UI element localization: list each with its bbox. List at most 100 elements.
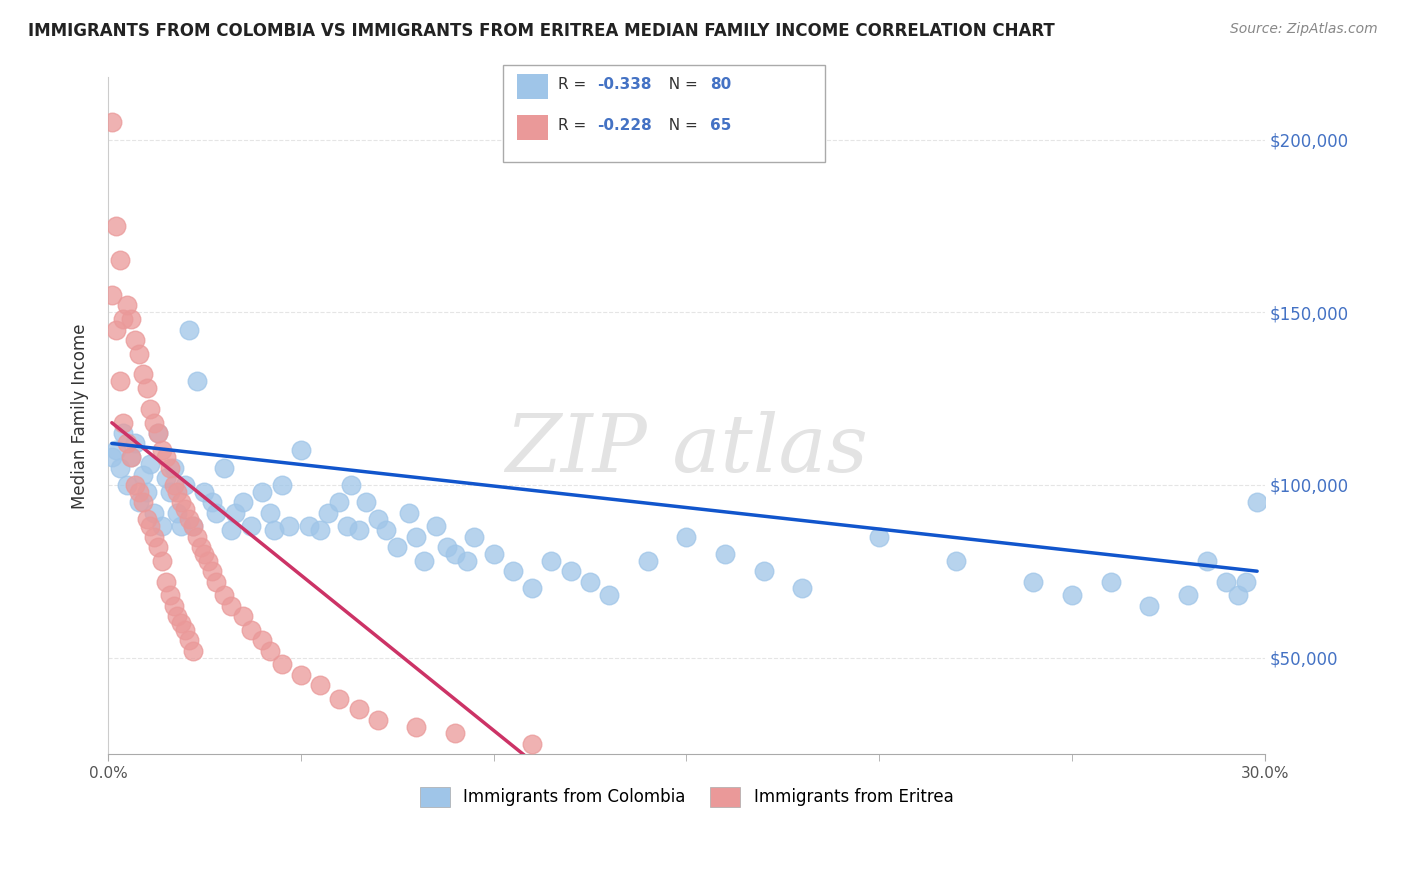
- Point: [328, 692, 350, 706]
- Point: [201, 495, 224, 509]
- Point: [159, 588, 181, 602]
- Point: [117, 478, 139, 492]
- Point: [112, 416, 135, 430]
- Point: [340, 478, 363, 492]
- Point: [120, 450, 142, 465]
- Point: [1195, 554, 1218, 568]
- Point: [252, 633, 274, 648]
- Point: [112, 426, 135, 441]
- Point: [347, 702, 370, 716]
- Point: [405, 530, 427, 544]
- Point: [166, 506, 188, 520]
- Point: [232, 609, 254, 624]
- Point: [162, 478, 184, 492]
- Point: [174, 502, 197, 516]
- Point: [309, 678, 332, 692]
- Text: 80: 80: [710, 78, 731, 92]
- Point: [675, 530, 697, 544]
- Point: [367, 512, 389, 526]
- Point: [108, 253, 131, 268]
- Point: [146, 426, 169, 441]
- Point: [263, 523, 285, 537]
- Point: [413, 554, 436, 568]
- Point: [387, 540, 409, 554]
- Point: [143, 506, 166, 520]
- Point: [252, 484, 274, 499]
- Point: [259, 643, 281, 657]
- Point: [128, 346, 150, 360]
- Point: [398, 506, 420, 520]
- Text: R =: R =: [558, 119, 592, 133]
- Point: [598, 588, 620, 602]
- Point: [177, 633, 200, 648]
- Point: [270, 478, 292, 492]
- Point: [309, 523, 332, 537]
- Point: [336, 519, 359, 533]
- Text: R =: R =: [558, 78, 592, 92]
- Point: [128, 495, 150, 509]
- Point: [270, 657, 292, 672]
- Point: [135, 512, 157, 526]
- Point: [520, 582, 543, 596]
- Point: [186, 530, 208, 544]
- Point: [1099, 574, 1122, 589]
- Point: [128, 484, 150, 499]
- Point: [328, 495, 350, 509]
- Point: [112, 312, 135, 326]
- Point: [1022, 574, 1045, 589]
- Point: [181, 643, 204, 657]
- Point: [444, 726, 467, 740]
- Point: [193, 484, 215, 499]
- Point: [425, 519, 447, 533]
- Point: [159, 484, 181, 499]
- Point: [290, 443, 312, 458]
- Point: [170, 615, 193, 630]
- Point: [436, 540, 458, 554]
- Point: [212, 588, 235, 602]
- Point: [205, 506, 228, 520]
- Point: [405, 720, 427, 734]
- Point: [316, 506, 339, 520]
- Point: [143, 530, 166, 544]
- Point: [714, 547, 737, 561]
- Point: [1246, 495, 1268, 509]
- Point: [221, 523, 243, 537]
- Point: [444, 547, 467, 561]
- Point: [170, 495, 193, 509]
- Point: [205, 574, 228, 589]
- Point: [177, 512, 200, 526]
- Point: [150, 443, 173, 458]
- Point: [232, 495, 254, 509]
- Point: [356, 495, 378, 509]
- Legend: Immigrants from Colombia, Immigrants from Eritrea: Immigrants from Colombia, Immigrants fro…: [413, 780, 960, 814]
- Point: [1234, 574, 1257, 589]
- Point: [131, 368, 153, 382]
- Text: N =: N =: [659, 119, 703, 133]
- Point: [374, 523, 396, 537]
- Point: [297, 519, 319, 533]
- Point: [181, 519, 204, 533]
- Point: [146, 540, 169, 554]
- Point: [278, 519, 301, 533]
- Point: [259, 506, 281, 520]
- Point: [520, 737, 543, 751]
- Point: [143, 416, 166, 430]
- Point: [174, 623, 197, 637]
- Point: [1060, 588, 1083, 602]
- Text: N =: N =: [659, 78, 703, 92]
- Point: [139, 519, 162, 533]
- Point: [181, 519, 204, 533]
- Point: [174, 478, 197, 492]
- Point: [108, 374, 131, 388]
- Point: [166, 484, 188, 499]
- Point: [177, 322, 200, 336]
- Point: [124, 478, 146, 492]
- Point: [1226, 588, 1249, 602]
- Text: -0.228: -0.228: [598, 119, 652, 133]
- Point: [502, 564, 524, 578]
- Point: [560, 564, 582, 578]
- Point: [1137, 599, 1160, 613]
- Point: [101, 450, 124, 465]
- Point: [1177, 588, 1199, 602]
- Point: [124, 436, 146, 450]
